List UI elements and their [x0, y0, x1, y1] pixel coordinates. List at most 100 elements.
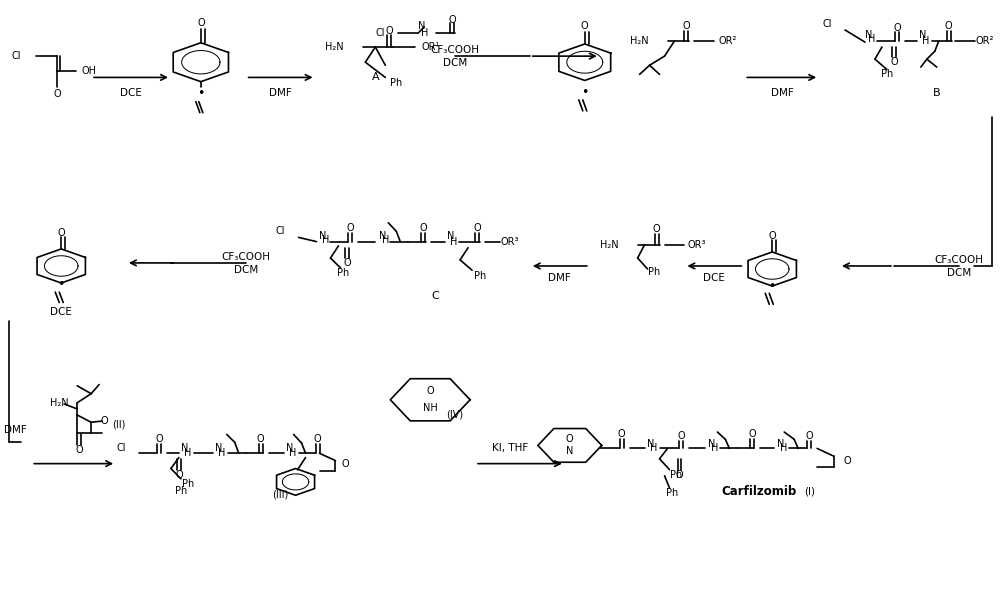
Text: (IV): (IV): [447, 410, 464, 420]
Text: (III): (III): [272, 489, 289, 499]
Text: H: H: [322, 235, 329, 246]
Text: DMF: DMF: [771, 87, 794, 98]
Text: O: O: [678, 431, 685, 441]
Text: O: O: [843, 456, 851, 466]
Text: CF₃COOH: CF₃COOH: [221, 252, 270, 262]
Text: H: H: [780, 444, 787, 453]
Text: O: O: [342, 459, 349, 469]
Text: •: •: [58, 278, 65, 291]
Text: O: O: [314, 434, 321, 444]
Text: H: H: [382, 235, 389, 246]
Text: DMF: DMF: [4, 425, 27, 435]
Text: CF₃COOH: CF₃COOH: [934, 255, 983, 265]
Text: (I): (I): [804, 486, 815, 496]
Text: A: A: [372, 73, 379, 82]
Text: Ph: Ph: [337, 268, 350, 278]
Text: H: H: [289, 448, 296, 458]
Text: Ph: Ph: [474, 271, 486, 281]
Text: O: O: [566, 434, 574, 444]
Text: Cl: Cl: [116, 444, 126, 453]
Text: H: H: [650, 444, 657, 453]
Text: O: O: [683, 21, 690, 31]
Text: O: O: [57, 227, 65, 238]
Text: O: O: [347, 222, 354, 233]
Text: Carfilzomib: Carfilzomib: [722, 485, 797, 497]
Text: Ph: Ph: [182, 478, 194, 489]
Text: OR³: OR³: [687, 240, 706, 250]
Text: N: N: [865, 30, 873, 40]
Text: Ph: Ph: [175, 486, 187, 496]
Text: H: H: [218, 448, 225, 458]
Text: OR²: OR²: [975, 36, 994, 46]
Text: DCE: DCE: [703, 273, 725, 283]
Text: O: O: [175, 470, 183, 480]
Text: Cl: Cl: [376, 28, 385, 38]
Text: O: O: [473, 222, 481, 233]
Text: H₂N: H₂N: [630, 36, 648, 46]
Text: O: O: [945, 21, 953, 31]
Text: N: N: [181, 444, 189, 453]
Text: N: N: [647, 439, 654, 448]
Text: N: N: [286, 444, 293, 453]
Text: Ph: Ph: [666, 488, 679, 498]
Text: N: N: [566, 447, 573, 456]
Text: Ph: Ph: [390, 78, 403, 89]
Text: O: O: [893, 23, 901, 32]
Text: N: N: [777, 439, 784, 448]
Text: KI, THF: KI, THF: [492, 444, 528, 453]
Text: DMF: DMF: [269, 87, 292, 98]
Text: Ph: Ph: [670, 470, 683, 480]
Text: •: •: [769, 280, 776, 293]
Text: NH: NH: [423, 403, 438, 412]
Text: N: N: [418, 21, 425, 31]
Text: OR²: OR²: [718, 36, 737, 46]
Text: N: N: [447, 230, 455, 241]
Text: N: N: [379, 230, 386, 241]
Text: (II): (II): [112, 419, 126, 429]
Text: O: O: [53, 89, 61, 100]
Text: O: O: [344, 258, 351, 268]
Text: OR¹: OR¹: [421, 42, 439, 52]
Text: H: H: [711, 444, 718, 453]
Text: Cl: Cl: [12, 51, 21, 61]
Text: O: O: [748, 430, 756, 439]
Text: O: O: [448, 15, 456, 24]
Text: •: •: [197, 87, 205, 100]
Text: H: H: [922, 36, 930, 46]
Text: B: B: [933, 87, 941, 98]
Text: CF₃COOH: CF₃COOH: [431, 45, 480, 55]
Text: H: H: [450, 236, 458, 247]
Text: N: N: [319, 230, 326, 241]
Text: N: N: [919, 30, 927, 40]
Text: H: H: [421, 28, 428, 38]
Text: O: O: [805, 431, 813, 441]
Text: N: N: [215, 444, 222, 453]
Text: O: O: [155, 434, 163, 444]
Text: DCE: DCE: [120, 87, 142, 98]
Text: O: O: [581, 21, 589, 31]
Text: H₂N: H₂N: [600, 240, 618, 250]
Text: Cl: Cl: [276, 226, 285, 236]
Text: DCE: DCE: [50, 307, 72, 316]
Text: O: O: [426, 386, 434, 396]
Text: OR³: OR³: [501, 236, 519, 247]
Text: C: C: [431, 291, 439, 301]
Text: •: •: [581, 86, 588, 99]
Text: DMF: DMF: [548, 273, 571, 283]
Text: O: O: [890, 57, 898, 67]
Text: O: O: [257, 434, 264, 444]
Text: O: O: [419, 222, 427, 233]
Text: OH: OH: [82, 67, 97, 76]
Text: H₂N: H₂N: [50, 398, 69, 408]
Text: Cl: Cl: [822, 19, 832, 29]
Text: O: O: [100, 416, 108, 426]
Text: O: O: [768, 230, 776, 241]
Text: DCM: DCM: [947, 268, 971, 278]
Text: Ph: Ph: [648, 267, 661, 277]
Text: O: O: [197, 18, 205, 27]
Text: O: O: [385, 26, 393, 35]
Text: DCM: DCM: [234, 265, 258, 275]
Text: DCM: DCM: [443, 59, 467, 68]
Text: O: O: [75, 445, 83, 455]
Text: O: O: [618, 430, 625, 439]
